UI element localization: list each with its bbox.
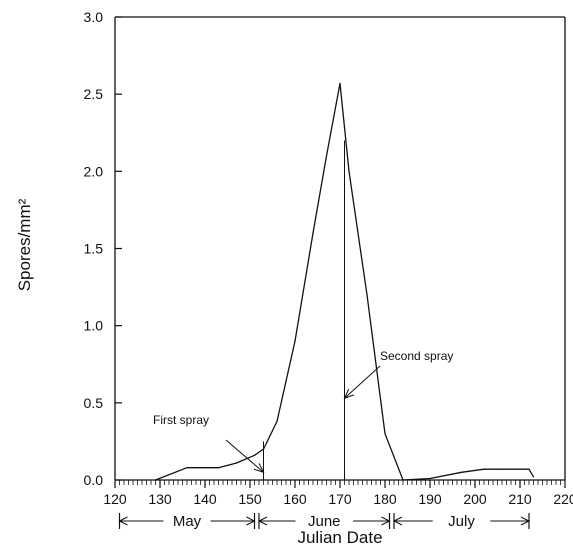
- annotation-arrow-head: [343, 388, 355, 400]
- month-label: May: [173, 513, 202, 530]
- x-tick-label: 150: [238, 491, 262, 507]
- data-point: [325, 155, 328, 157]
- axes-group: 0.0 0.5 1.0 1.5 2.0 2.5 3.0 120 130 140 150 160 170 1…: [84, 9, 573, 507]
- x-tick-label: 130: [148, 491, 172, 507]
- data-point: [312, 232, 314, 234]
- annotation-arrow-shaft: [225, 439, 264, 473]
- month-ranges-group: May June July: [118, 513, 531, 530]
- x-tick-label: 140: [193, 491, 217, 507]
- data-point: [276, 420, 278, 422]
- data-point: [402, 479, 404, 481]
- y-tick-label: 2.5: [84, 86, 104, 102]
- x-tick-label: 190: [418, 491, 442, 507]
- x-tick-label: 120: [103, 491, 127, 507]
- x-tick-label: 160: [283, 491, 307, 507]
- data-point: [460, 471, 463, 473]
- x-tick-label: 210: [508, 491, 532, 507]
- first-spray-label: First spray: [153, 413, 209, 427]
- data-point: [154, 479, 157, 481]
- series-group: [154, 82, 535, 481]
- second-spray-label: Second spray: [380, 349, 453, 363]
- x-tick-label: 170: [328, 491, 352, 507]
- data-point: [366, 294, 368, 296]
- month-range-right-arrow: [246, 516, 256, 526]
- data-point: [253, 454, 256, 456]
- data-point: [294, 340, 296, 342]
- x-tick-label: 200: [463, 491, 487, 507]
- month-range-right-arrow: [520, 516, 531, 526]
- data-point: [501, 468, 503, 470]
- data-point: [384, 433, 386, 435]
- data-point: [483, 468, 485, 470]
- data-point: [235, 462, 238, 464]
- month-range-right-arrow: [381, 516, 391, 526]
- data-point: [429, 477, 431, 480]
- data-point: [528, 468, 530, 470]
- month-label: July: [448, 513, 475, 530]
- x-tick-label: 180: [373, 491, 397, 507]
- annotations-group: First spray Second spray: [153, 140, 453, 480]
- y-tick-label: 2.0: [84, 163, 104, 179]
- data-point: [348, 170, 350, 172]
- y-axis-title: Spores/mm²: [15, 198, 34, 291]
- data-point: [339, 82, 341, 84]
- month-range-left-arrow: [118, 516, 128, 526]
- y-tick-label: 0.5: [84, 395, 104, 411]
- x-tick-label: 220: [553, 491, 573, 507]
- y-tick-label: 0.0: [84, 472, 104, 488]
- month-label: June: [308, 513, 341, 530]
- data-point: [217, 467, 220, 469]
- annotation-arrow-shaft: [344, 365, 381, 399]
- y-tick-label: 1.0: [84, 318, 104, 334]
- data-point: [186, 467, 188, 469]
- y-tick-label: 3.0: [84, 9, 104, 25]
- month-range-left-arrow: [392, 516, 403, 526]
- month-range-left-arrow: [257, 516, 268, 526]
- data-point: [532, 476, 535, 478]
- y-tick-label: 1.5: [84, 241, 104, 257]
- x-axis-title: Julian Date: [297, 528, 382, 547]
- annotation-arrow-head: [253, 463, 265, 474]
